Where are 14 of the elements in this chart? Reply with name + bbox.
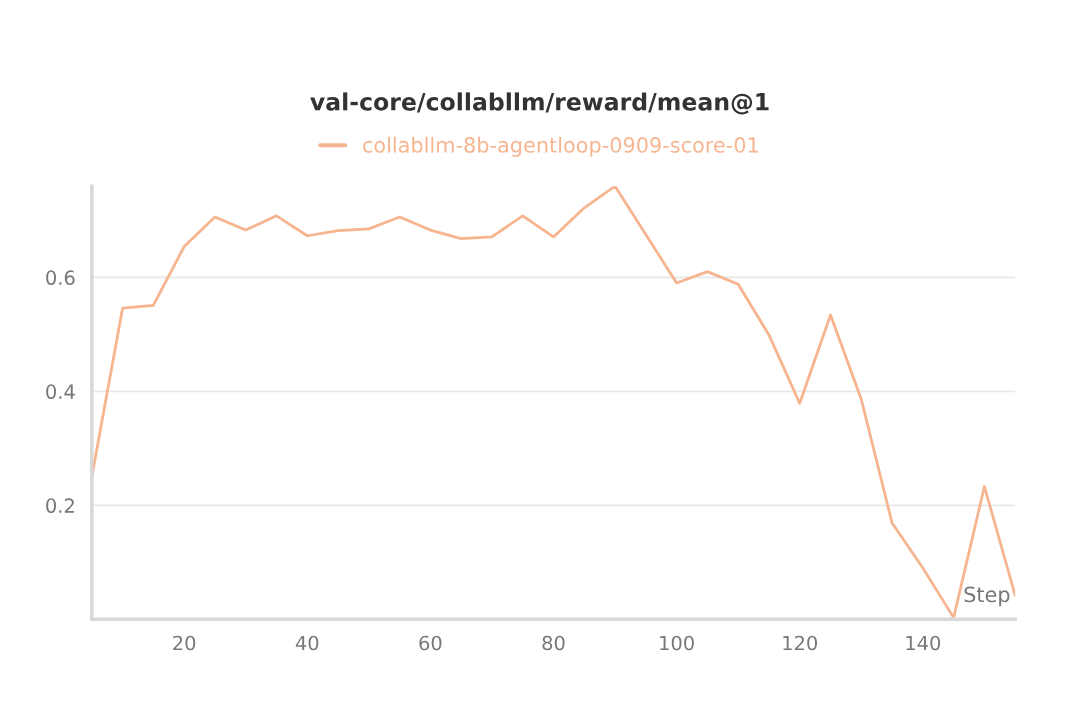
x-tick-label: 40 [295, 635, 319, 651]
x-tick-label: 60 [419, 635, 442, 651]
x-tick-label: 20 [173, 635, 196, 651]
x-tick-label: 80 [542, 635, 565, 651]
line-series [91, 186, 1016, 620]
chart-title: val-core/collabllm/reward/mean@1 [310, 92, 769, 115]
x-axis-title: Step [964, 586, 1010, 607]
legend-label: collabllm-8b-agentloop-0909-score-01 [363, 136, 758, 157]
x-tick-label: 100 [660, 635, 694, 651]
y-tick-label: 0.6 [46, 270, 75, 286]
y-tick-label: 0.4 [46, 384, 75, 400]
x-tick-label: 140 [906, 635, 941, 651]
y-tick-label: 0.2 [46, 498, 74, 514]
x-tick-label: 120 [783, 635, 818, 651]
